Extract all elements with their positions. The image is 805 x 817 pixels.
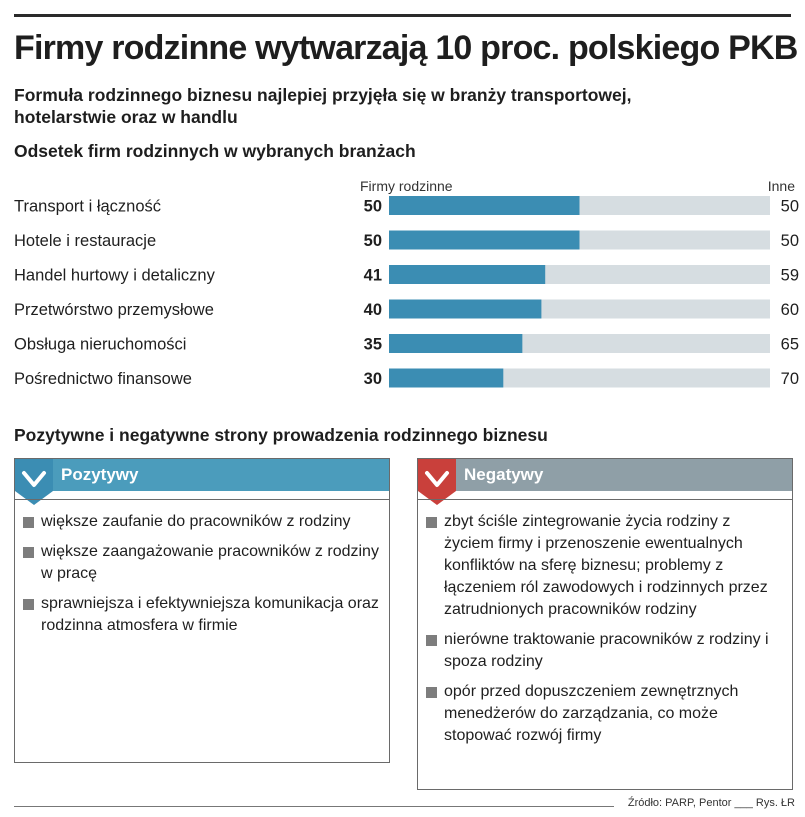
top-rule bbox=[14, 14, 791, 17]
positive-item: większe zaangażowanie pracowników z rodz… bbox=[21, 541, 381, 585]
chart-title: Odsetek firm rodzinnych w wybranych bran… bbox=[14, 141, 416, 161]
negatives-header: Negatywy bbox=[418, 459, 792, 505]
square-bullet-icon bbox=[23, 547, 34, 558]
value-label-others: 70 bbox=[781, 370, 799, 388]
negative-item-text: zbyt ściśle zintegrowanie życia rodziny … bbox=[444, 513, 768, 618]
bar-family bbox=[389, 196, 580, 215]
bottom-rule bbox=[14, 806, 614, 807]
legend-other-firms: Inne bbox=[767, 178, 795, 194]
bar-family bbox=[389, 230, 580, 250]
family-firms-bar-chart: Transport i łączność 50 50 Hotele i restaur… bbox=[14, 196, 799, 388]
positive-item: sprawniejsza i efektywniejsza komunikacj… bbox=[21, 593, 381, 637]
value-label-family: 41 bbox=[364, 267, 382, 285]
square-bullet-icon bbox=[426, 687, 437, 698]
negatives-divider bbox=[417, 499, 793, 500]
bar-family bbox=[389, 299, 542, 319]
value-label-others: 50 bbox=[781, 232, 799, 250]
negative-item: nierówne traktowanie pracowników z rodzi… bbox=[424, 629, 784, 673]
headline: Firmy rodzinne wytwarzają 10 proc. polsk… bbox=[14, 29, 798, 67]
positives-label: Pozytywy bbox=[61, 465, 139, 484]
chevron-down-icon bbox=[15, 459, 53, 505]
value-label-family: 30 bbox=[364, 370, 382, 388]
value-label-others: 60 bbox=[781, 301, 799, 319]
negatives-label: Negatywy bbox=[464, 465, 544, 484]
square-bullet-icon bbox=[426, 517, 437, 528]
square-bullet-icon bbox=[23, 599, 34, 610]
bar-family bbox=[389, 334, 523, 353]
negative-item: opór przed dopuszczeniem zewnętrznych me… bbox=[424, 681, 784, 747]
category-label: Obsługa nieruchomości bbox=[14, 336, 186, 354]
negative-item-text: nierówne traktowanie pracowników z rodzi… bbox=[444, 631, 769, 670]
negative-item: zbyt ściśle zintegrowanie życia rodziny … bbox=[424, 511, 784, 621]
positive-item: większe zaufanie do pracowników z rodzin… bbox=[21, 511, 381, 533]
negatives-panel: Negatywy zbyt ściśle zintegrowanie życia… bbox=[417, 458, 793, 790]
positives-list: większe zaufanie do pracowników z rodzin… bbox=[21, 511, 381, 645]
value-label-family: 40 bbox=[364, 301, 382, 319]
subtitle: Formuła rodzinnego biznesu najlepiej prz… bbox=[14, 85, 632, 127]
source-note: Źródło: PARP, Pentor ___ Rys. ŁR bbox=[621, 797, 795, 809]
value-label-others: 50 bbox=[781, 198, 799, 216]
positive-item-text: większe zaufanie do pracowników z rodzin… bbox=[41, 513, 351, 530]
category-label: Handel hurtowy i detaliczny bbox=[14, 267, 216, 285]
category-label: Przetwórstwo przemysłowe bbox=[14, 301, 214, 319]
negative-item-text: opór przed dopuszczeniem zewnętrznych me… bbox=[444, 683, 739, 744]
category-label: Pośrednictwo finansowe bbox=[14, 370, 192, 388]
negatives-list: zbyt ściśle zintegrowanie życia rodziny … bbox=[424, 511, 784, 755]
value-label-family: 35 bbox=[364, 336, 382, 354]
positives-panel: Pozytywy większe zaufanie do pracowników… bbox=[14, 458, 390, 763]
value-label-family: 50 bbox=[364, 198, 382, 216]
chevron-down-icon bbox=[418, 459, 456, 505]
pros-cons-title: Pozytywne i negatywne strony prowadzenia… bbox=[14, 425, 548, 445]
positives-divider bbox=[14, 499, 390, 500]
value-label-family: 50 bbox=[364, 232, 382, 250]
positives-header: Pozytywy bbox=[15, 459, 389, 505]
bar-family bbox=[389, 265, 546, 284]
positive-item-text: sprawniejsza i efektywniejsza komunikacj… bbox=[41, 595, 379, 634]
category-label: Hotele i restauracje bbox=[14, 232, 156, 250]
legend-family-firms: Firmy rodzinne bbox=[360, 178, 453, 194]
value-label-others: 59 bbox=[781, 267, 799, 285]
bar-family bbox=[389, 368, 504, 388]
square-bullet-icon bbox=[23, 517, 34, 528]
positive-item-text: większe zaangażowanie pracowników z rodz… bbox=[41, 543, 379, 582]
square-bullet-icon bbox=[426, 635, 437, 646]
category-label: Transport i łączność bbox=[14, 198, 161, 216]
value-label-others: 65 bbox=[781, 336, 799, 354]
